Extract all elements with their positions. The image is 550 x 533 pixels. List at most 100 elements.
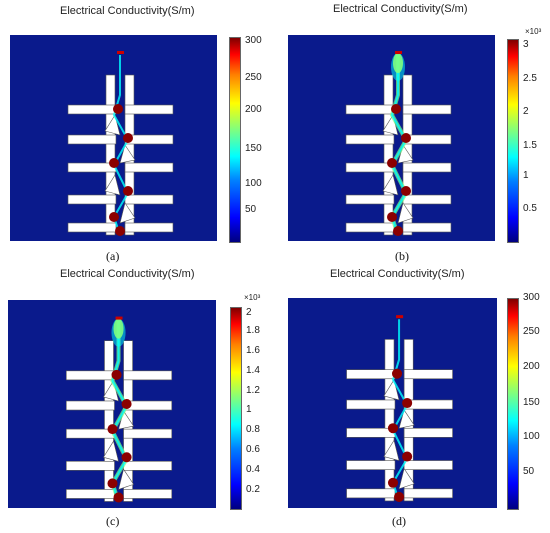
channel-wall-left: [104, 340, 114, 502]
channel-wall-left: [384, 339, 395, 502]
droplet: [109, 158, 119, 168]
electrode-left: [346, 427, 396, 438]
electrode-left: [345, 222, 395, 233]
panel-c-tick-label: 1.8: [246, 325, 260, 337]
electrode-left: [67, 222, 117, 233]
electrode-right: [123, 428, 173, 439]
inlet-marker: [396, 315, 404, 319]
panel-b-tick-label: 1: [523, 170, 529, 182]
electrode-left: [65, 489, 115, 499]
panel-d-title: Electrical Conductivity(S/m): [330, 268, 465, 280]
panel-a-tick-label: 300: [245, 35, 262, 47]
electrode-right: [124, 194, 174, 205]
panel-b-plot: [288, 35, 495, 241]
panel-c-colorbar: [230, 307, 242, 510]
panel-d-tick-label: 100: [523, 430, 540, 442]
panel-c-tick-label: 2: [246, 307, 252, 319]
panel-a-tick-label: 200: [245, 104, 262, 116]
channel-insert: [102, 440, 119, 462]
panel-d-colorbar: [507, 298, 519, 510]
electrode-right: [123, 370, 173, 381]
channel-insert: [383, 439, 400, 461]
plume-halo: [111, 318, 126, 347]
electrode-right: [402, 104, 452, 115]
panel-c-tick-label: 1.4: [246, 365, 260, 377]
electrode-left: [67, 162, 117, 173]
droplet: [387, 477, 399, 488]
channel-insert: [398, 467, 415, 490]
droplet: [387, 212, 397, 222]
panel-c-plot: [8, 300, 216, 508]
panel-a-title: Electrical Conductivity(S/m): [60, 5, 195, 17]
panel-c-tick-label: 0.6: [246, 443, 260, 455]
electrode-left: [346, 488, 396, 499]
electrode-right: [402, 194, 452, 205]
droplet: [121, 452, 132, 463]
electrode-right: [123, 489, 173, 499]
channel-insert: [397, 202, 414, 224]
electrode-left: [345, 104, 395, 115]
plume-halo: [391, 53, 405, 81]
inlet-marker: [115, 316, 123, 320]
panel-d-caption: (d): [392, 514, 406, 528]
droplet: [109, 212, 119, 222]
panel-b-tick-label: 3: [523, 39, 529, 51]
droplet: [113, 492, 124, 503]
panel-d-tick-label: 250: [523, 325, 540, 337]
panel-b-tick-label: 2: [523, 105, 529, 117]
channel-insert: [118, 468, 135, 490]
panel-d-tick-label: 150: [523, 397, 540, 408]
droplet: [113, 104, 123, 114]
droplet: [394, 491, 405, 502]
panel-a-tick-label: 150: [245, 143, 262, 155]
electrode-right: [402, 162, 452, 173]
inlet-marker: [117, 51, 124, 54]
droplet: [402, 451, 413, 462]
electrode-right: [124, 162, 174, 173]
electrode-right: [123, 460, 173, 471]
panel-c-tick-label: 0.8: [246, 423, 260, 435]
panel-b-tick-label: 1.5: [523, 140, 537, 152]
panel-c-tick-label: 1: [246, 403, 252, 415]
droplet: [107, 478, 118, 489]
panel-c-tick-label: 1.2: [246, 385, 260, 397]
panel-a-plot: [10, 35, 217, 241]
electrode-left: [67, 134, 117, 145]
panel-b-tick-label: 2.5: [523, 73, 537, 85]
electrode-right: [403, 460, 453, 470]
droplet: [391, 104, 401, 114]
droplet: [393, 226, 403, 236]
droplet: [107, 424, 118, 435]
electrode-left: [65, 428, 115, 439]
panel-b-multiplier: ×10³: [525, 27, 542, 36]
electrode-left: [65, 370, 115, 381]
panel-c-tick-label: 0.4: [246, 463, 260, 475]
electrode-left: [346, 399, 396, 410]
droplet: [387, 158, 397, 168]
channel-wall-left: [105, 74, 116, 236]
droplet: [111, 369, 122, 380]
channel-insert: [104, 174, 121, 196]
droplet: [115, 226, 125, 236]
electrode-right: [403, 427, 453, 438]
channel-insert: [119, 202, 136, 224]
droplet: [387, 423, 399, 434]
droplet: [123, 186, 133, 196]
droplet: [121, 398, 132, 410]
electrode-left: [346, 369, 396, 380]
electrode-right: [403, 488, 453, 499]
panel-c-structure: [8, 300, 216, 508]
panel-c-tick-label: 1.6: [246, 345, 260, 357]
droplet: [401, 186, 411, 196]
panel-b-caption: (b): [395, 249, 409, 263]
panel-a-tick-label: 50: [245, 204, 257, 216]
inlet-marker: [395, 51, 402, 54]
electrode-left: [345, 134, 395, 145]
panel-c-title: Electrical Conductivity(S/m): [60, 268, 195, 280]
droplet: [402, 397, 413, 409]
electrode-right: [124, 104, 174, 115]
panel-b-colorbar: [507, 39, 519, 243]
droplet: [401, 133, 411, 143]
channel-insert: [382, 174, 399, 196]
panel-a-structure: [10, 35, 217, 241]
